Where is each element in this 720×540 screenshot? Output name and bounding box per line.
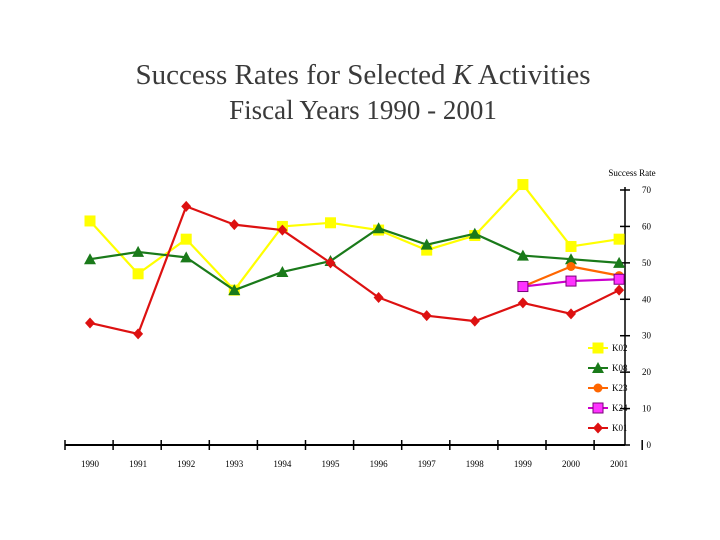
data-point-k24 <box>565 275 577 287</box>
data-point-k01 <box>277 224 288 236</box>
data-point-k24 <box>613 273 625 285</box>
legend-marker-k08 <box>592 362 604 373</box>
x-tick-label: 1995 <box>322 459 341 469</box>
x-tick-label: 2001 <box>610 459 628 469</box>
x-tick-label: 1990 <box>81 459 100 469</box>
chart-title-italic: K <box>452 59 473 91</box>
data-point-k02 <box>84 215 96 227</box>
x-tick-label: 1998 <box>466 459 485 469</box>
data-point-k01 <box>566 308 576 320</box>
legend-marker-k01 <box>593 422 603 434</box>
data-point-k02 <box>565 240 577 252</box>
legend-label-k24: K24 <box>612 403 628 413</box>
data-point-k01 <box>469 315 480 327</box>
x-tick-label: 1997 <box>418 459 437 469</box>
y-tick-label: 10 <box>642 404 652 414</box>
data-point-k01 <box>517 297 528 309</box>
data-point-k02 <box>613 233 625 245</box>
y-tick-label: 30 <box>642 331 652 341</box>
data-point-k08 <box>132 245 145 257</box>
data-point-k08 <box>565 253 577 265</box>
x-tick-label: 1996 <box>370 459 389 469</box>
data-point-k01 <box>133 328 144 340</box>
data-point-k08 <box>180 251 193 263</box>
legend-marker-k24 <box>592 402 604 414</box>
x-tick-label: 2000 <box>562 459 581 469</box>
x-tick-label: 1991 <box>129 459 147 469</box>
y-tick-label: 70 <box>642 185 652 195</box>
data-point-k01 <box>325 257 336 269</box>
legend-label-k01: K01 <box>612 423 628 433</box>
data-point-k02 <box>517 179 529 191</box>
data-point-k01 <box>85 317 95 329</box>
legend-label-k23: K23 <box>612 383 628 393</box>
data-point-k08 <box>468 227 481 239</box>
chart-title-prefix: Success Rates for Selected <box>135 59 453 91</box>
x-tick-label: 1999 <box>514 459 533 469</box>
data-point-k01 <box>181 200 192 212</box>
data-point-k08 <box>420 238 433 250</box>
x-tick-label: 1993 <box>225 459 244 469</box>
data-point-k01 <box>373 291 384 303</box>
data-point-k02 <box>180 233 192 245</box>
series-line-k08 <box>89 227 620 292</box>
y-tick-label: 40 <box>642 294 652 304</box>
series-line-k02 <box>89 183 620 292</box>
data-point-k08 <box>372 222 385 234</box>
data-point-k01 <box>614 284 625 296</box>
x-tick-label: 1992 <box>177 459 195 469</box>
chart-title: Success Rates for Selected K Activities <box>0 58 720 92</box>
data-point-k01 <box>421 310 432 322</box>
legend-marker-k23 <box>593 383 603 393</box>
data-point-k02 <box>325 217 336 229</box>
data-point-k02 <box>132 268 144 280</box>
data-point-k08 <box>516 249 529 261</box>
data-point-k08 <box>276 265 289 277</box>
chart-title-suffix: Activities <box>472 59 591 91</box>
legend-label-k02: K02 <box>612 343 628 353</box>
y-tick-label: 20 <box>642 367 652 377</box>
series-line-k01 <box>89 205 620 335</box>
y-tick-label: 0 <box>647 440 652 450</box>
y-tick-label: 60 <box>642 221 652 231</box>
data-point-k08 <box>84 253 96 265</box>
data-point-k08 <box>613 256 626 268</box>
data-point-k23 <box>566 262 576 271</box>
x-tick-label: 1994 <box>273 459 292 469</box>
legend-label-k08: K08 <box>612 363 628 373</box>
legend-marker-k02 <box>592 342 604 354</box>
y-axis-label: Success Rate <box>608 168 655 178</box>
data-point-k08 <box>228 284 241 296</box>
chart-title-block: Success Rates for Selected K Activities … <box>0 58 720 126</box>
data-point-k02 <box>421 244 433 256</box>
chart-subtitle: Fiscal Years 1990 - 2001 <box>229 95 497 125</box>
data-point-k01 <box>229 219 240 231</box>
y-tick-label: 50 <box>642 258 652 268</box>
data-point-k24 <box>517 281 529 293</box>
